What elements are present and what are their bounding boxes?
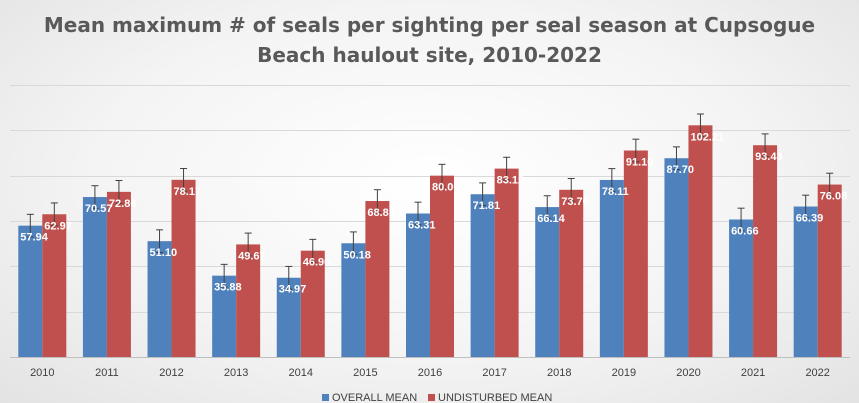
bar-undisturbed-2010 [42, 214, 67, 357]
x-tick-label: 2019 [612, 367, 636, 379]
data-label: 76.08 [820, 191, 848, 203]
legend-swatch [322, 394, 329, 401]
bar-undisturbed-2022 [817, 184, 842, 357]
data-label: 68.81 [367, 207, 395, 219]
data-label: 49.67 [238, 250, 266, 262]
error-bars [26, 113, 834, 290]
data-label: 83.12 [497, 175, 525, 187]
x-tick-label: 2013 [224, 367, 248, 379]
data-label: 80.00 [432, 182, 460, 194]
data-label: 50.18 [343, 249, 371, 261]
data-label: 60.66 [731, 226, 759, 238]
bar-overall-2018 [535, 207, 560, 357]
data-label: 62.97 [44, 220, 72, 232]
data-label: 34.97 [279, 284, 307, 296]
bars [18, 125, 842, 357]
bar-undisturbed-2018 [559, 189, 584, 357]
bar-undisturbed-2011 [106, 191, 131, 357]
x-tick-label: 2016 [418, 367, 442, 379]
x-tick-label: 2021 [741, 367, 765, 379]
bar-undisturbed-2017 [494, 168, 519, 357]
bar-overall-2022 [793, 206, 818, 357]
bar-overall-2017 [470, 194, 495, 357]
x-tick-label: 2022 [805, 367, 829, 379]
legend-swatch [428, 394, 435, 401]
data-label: 66.14 [537, 213, 565, 225]
bar-undisturbed-2014 [300, 250, 325, 357]
x-tick-label: 2018 [547, 367, 571, 379]
data-label: 63.31 [408, 219, 436, 231]
bar-undisturbed-2016 [430, 175, 454, 357]
bar-undisturbed-2019 [623, 150, 648, 357]
data-label: 102.21 [690, 131, 724, 143]
bar-overall-2013 [212, 275, 237, 357]
data-label: 87.70 [666, 164, 694, 176]
bar-overall-2012 [147, 241, 172, 357]
x-tick-label: 2014 [289, 367, 313, 379]
data-label: 93.43 [755, 151, 783, 163]
data-label: 57.94 [20, 232, 48, 244]
x-tick-label: 2011 [95, 367, 119, 379]
bar-overall-2015 [341, 243, 366, 357]
data-label: 91.10 [626, 157, 654, 169]
bar-undisturbed-2012 [171, 179, 196, 357]
chart-title-line-1: Mean maximum # of seals per sighting per… [43, 13, 816, 37]
bar-undisturbed-2020 [688, 125, 713, 357]
bar-overall-2021 [729, 219, 754, 357]
data-label: 73.76 [561, 196, 589, 208]
data-label: 78.17 [174, 186, 202, 198]
x-tick-label: 2017 [482, 367, 506, 379]
data-label: 70.57 [85, 203, 113, 215]
bar-undisturbed-2021 [753, 145, 778, 357]
data-label: 35.88 [214, 282, 242, 294]
data-label: 46.90 [303, 257, 331, 269]
legend-label: OVERALL MEAN [332, 392, 417, 403]
data-label: 78.11 [602, 186, 629, 198]
legend-label: UNDISTURBED MEAN [438, 392, 552, 403]
x-tick-label: 2012 [159, 367, 183, 379]
chart-title: Mean maximum # of seals per sighting per… [0, 10, 859, 70]
x-tick-label: 2015 [353, 367, 377, 379]
data-label: 66.39 [796, 213, 824, 225]
data-label: 51.10 [150, 247, 178, 259]
bar-overall-2020 [664, 158, 689, 357]
bar-overall-2010 [18, 225, 43, 357]
bar-undisturbed-2015 [365, 201, 390, 357]
data-label: 71.81 [473, 200, 501, 212]
bar-overall-2019 [599, 179, 624, 357]
bar-overall-2016 [406, 213, 430, 357]
x-axis: 2010 2011 2012 2013 2014 2015 2016 2017 2018 2019… [30, 367, 830, 379]
x-tick-label: 2020 [676, 367, 700, 379]
data-label: 72.86 [109, 198, 137, 210]
legend: OVERALL MEAN UNDISTURBED MEAN [322, 392, 552, 403]
bar-overall-2014 [276, 277, 301, 357]
chart-title-line-2: Beach haulout site, 2010-2022 [257, 43, 602, 67]
bar-undisturbed-2013 [236, 244, 261, 357]
x-tick-label: 2010 [30, 367, 54, 379]
bar-overall-2011 [82, 197, 107, 357]
